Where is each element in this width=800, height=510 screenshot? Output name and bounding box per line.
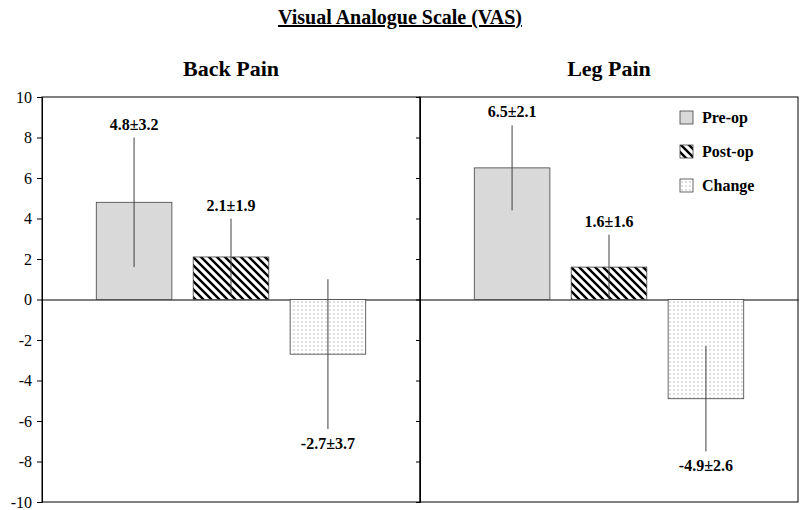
- y-tick: [416, 462, 420, 463]
- y-tick-mark: [37, 502, 42, 503]
- chart-container: Visual Analogue Scale (VAS) -10 -8 -6 -4 -2 0 2…: [0, 0, 800, 510]
- y-tick: [416, 502, 420, 503]
- y-tick-mark: [37, 97, 42, 98]
- y-tick-mark: [416, 462, 420, 463]
- legend-swatch: [680, 111, 693, 124]
- y-tick: 6: [24, 170, 42, 187]
- y-tick-mark: [37, 340, 42, 341]
- y-tick: [416, 219, 420, 220]
- y-tick-mark: [37, 219, 42, 220]
- y-tick-mark: [416, 300, 420, 301]
- legend-label: Pre-op: [702, 109, 748, 127]
- y-tick-label: -8: [19, 453, 32, 470]
- y-tick-mark: [416, 340, 420, 341]
- y-tick-mark: [37, 259, 42, 260]
- y-tick-mark: [37, 421, 42, 422]
- y-tick-mark: [416, 97, 420, 98]
- error-bar: [609, 235, 610, 300]
- y-tick: -2: [19, 332, 42, 349]
- y-tick: [416, 381, 420, 382]
- y-tick-label: 8: [24, 129, 32, 146]
- y-tick-label: -6: [19, 413, 32, 430]
- y-tick-mark: [37, 138, 42, 139]
- y-tick: 10: [16, 89, 42, 106]
- y-tick: [416, 300, 420, 301]
- data-label: 1.6±1.6: [585, 213, 634, 230]
- data-label: -4.9±2.6: [679, 457, 733, 474]
- legend-label: Change: [702, 177, 754, 195]
- y-tick-label: 2: [24, 251, 32, 268]
- legend: Pre-op Post-op Change: [680, 109, 754, 195]
- y-tick-mark: [416, 138, 420, 139]
- y-tick-label: 4: [24, 210, 32, 227]
- y-tick: -8: [19, 453, 42, 470]
- data-label: 4.8±3.2: [110, 116, 159, 133]
- bars: [96, 138, 365, 430]
- y-tick: 4: [24, 210, 42, 227]
- y-tick: -6: [19, 413, 42, 430]
- legend-swatch: [680, 179, 693, 192]
- data-labels: 6.5±2.1 1.6±1.6 -4.9±2.6: [488, 103, 733, 474]
- data-labels: 4.8±3.2 2.1±1.9 -2.7±3.7: [110, 116, 355, 453]
- panel-title: Back Pain: [183, 56, 279, 81]
- y-tick-label: 6: [24, 170, 32, 187]
- y-axis: -10 -8 -6 -4 -2 0 2 4 6 8 10: [11, 89, 43, 510]
- y-tick-mark: [416, 259, 420, 260]
- y-axis: [416, 98, 421, 503]
- y-tick-mark: [416, 502, 420, 503]
- y-tick: [416, 138, 420, 139]
- y-axis-line: [416, 98, 421, 503]
- y-tick: 0: [24, 291, 42, 308]
- error-bar: [705, 346, 706, 451]
- plot-frame: [42, 97, 420, 502]
- y-tick: [416, 259, 420, 260]
- y-tick-label: -10: [11, 494, 32, 510]
- chart-svg: Visual Analogue Scale (VAS) -10 -8 -6 -4 -2 0 2…: [0, 0, 800, 510]
- error-bar: [327, 279, 328, 429]
- y-tick-mark: [37, 462, 42, 463]
- y-axis-line: [37, 98, 43, 503]
- error-bar: [134, 138, 135, 268]
- y-tick-label: 10: [16, 89, 32, 106]
- panel-title: Leg Pain: [567, 56, 651, 81]
- bars: [474, 125, 743, 451]
- y-tick-label: 0: [24, 291, 32, 308]
- y-tick-mark: [416, 381, 420, 382]
- y-tick: [416, 340, 420, 341]
- legend-swatch: [680, 145, 693, 158]
- error-bar: [231, 219, 232, 296]
- y-tick: 2: [24, 251, 42, 268]
- chart-title: Visual Analogue Scale (VAS): [278, 6, 522, 29]
- legend-label: Post-op: [702, 143, 754, 161]
- y-tick-label: -2: [19, 332, 32, 349]
- data-label: 6.5±2.1: [488, 103, 537, 120]
- y-tick: [416, 421, 420, 422]
- y-tick-mark: [37, 300, 42, 301]
- plot-frame: [420, 97, 798, 502]
- y-tick: [416, 178, 420, 179]
- y-tick: 8: [24, 129, 42, 146]
- y-tick-mark: [37, 381, 42, 382]
- panel: 6.5±2.1 1.6±1.6 -4.9±2.6 Leg Pain Pre-op Post…: [416, 56, 799, 503]
- y-tick: -10: [11, 494, 42, 510]
- panel: -10 -8 -6 -4 -2 0 2 4 6 8 10 4.8±3.2 2.1±1.9 -2.7±3.7…: [11, 56, 421, 510]
- y-tick: -4: [19, 372, 42, 389]
- y-tick-mark: [416, 178, 420, 179]
- data-label: 2.1±1.9: [207, 197, 256, 214]
- y-tick-mark: [37, 178, 42, 179]
- y-tick-label: -4: [19, 372, 32, 389]
- y-tick: [416, 97, 420, 98]
- y-tick-mark: [416, 421, 420, 422]
- error-bar: [512, 125, 513, 210]
- data-label: -2.7±3.7: [301, 435, 355, 452]
- y-tick-mark: [416, 219, 420, 220]
